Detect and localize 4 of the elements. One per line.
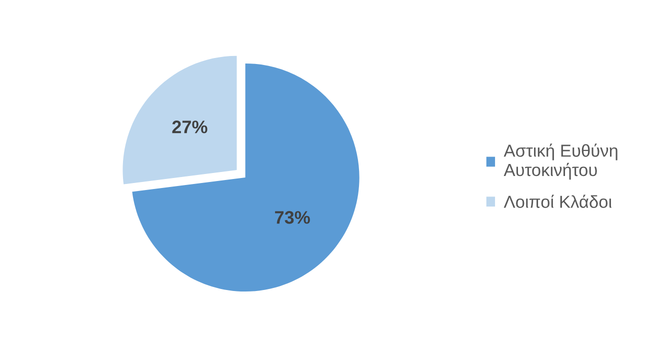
legend-label: Αστική Ευθύνη Αυτοκινήτου — [504, 144, 618, 180]
data-label: 27% — [172, 120, 208, 134]
data-label: 73% — [275, 211, 310, 224]
legend-label: Λοιποί Κλάδοι — [504, 194, 612, 208]
